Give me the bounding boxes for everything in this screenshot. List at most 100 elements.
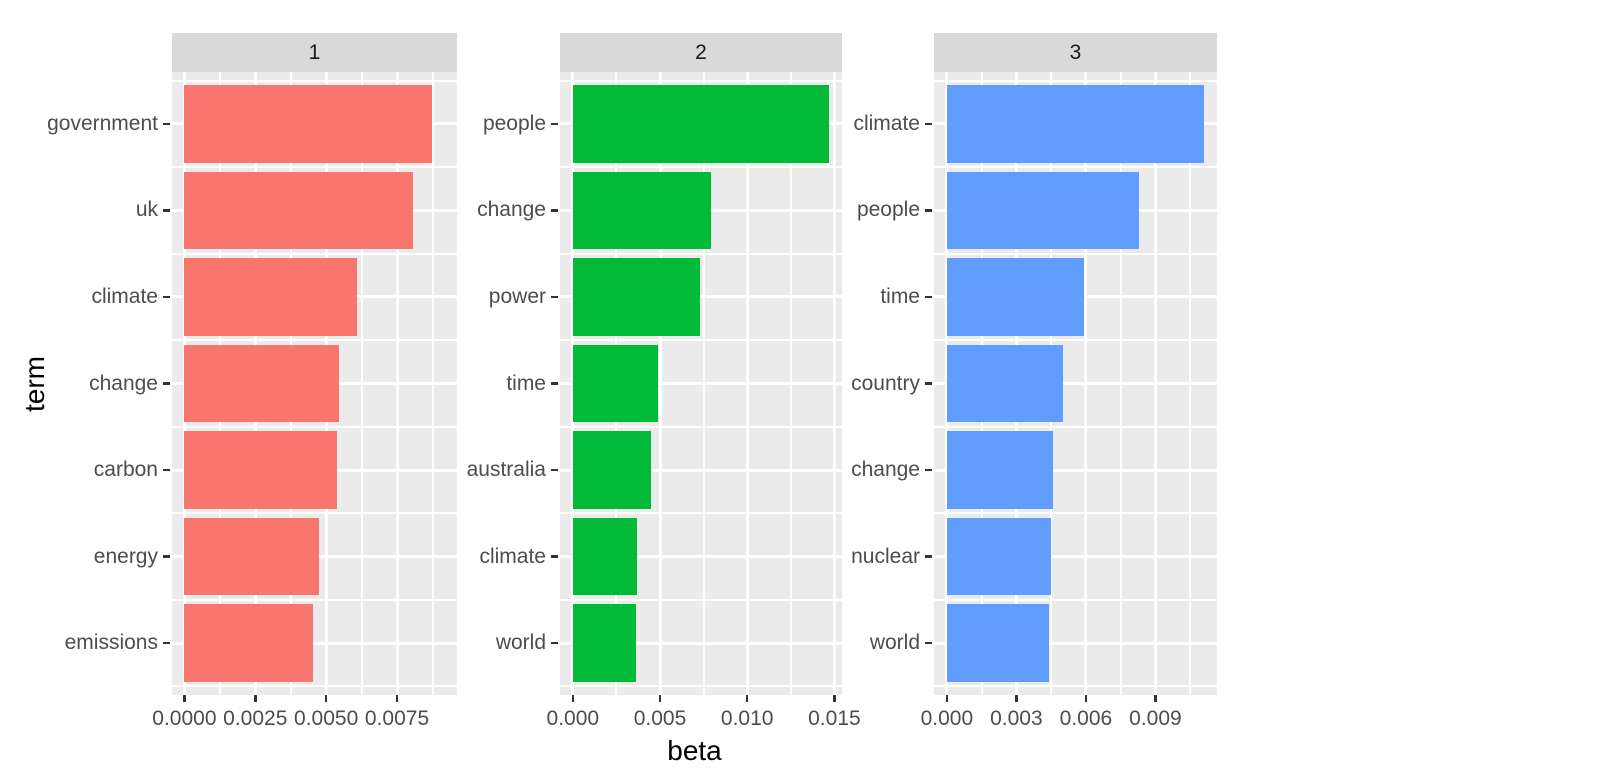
y-tick bbox=[925, 641, 932, 645]
grid-minor-y bbox=[560, 512, 842, 515]
bar-world bbox=[946, 604, 1049, 683]
bar-change bbox=[184, 344, 339, 423]
term-label: emissions bbox=[64, 631, 158, 655]
x-axis-title: beta bbox=[667, 735, 722, 766]
x-tick-label: 0.005 bbox=[633, 707, 687, 730]
y-tick bbox=[925, 122, 932, 126]
grid-minor-y bbox=[934, 339, 1217, 342]
y-tick bbox=[925, 468, 932, 472]
term-label: climate bbox=[853, 111, 920, 135]
bar-time bbox=[572, 344, 659, 423]
term-label: nuclear bbox=[851, 544, 920, 568]
bar-power bbox=[572, 258, 701, 336]
x-tick-label: 0.003 bbox=[990, 707, 1043, 730]
grid-minor-y bbox=[560, 598, 842, 601]
y-tick bbox=[551, 295, 558, 299]
bar-change bbox=[946, 431, 1054, 509]
y-tick bbox=[925, 382, 932, 385]
x-tick-label: 0.0025 bbox=[223, 707, 288, 730]
x-tick-label: 0.0000 bbox=[152, 707, 217, 730]
x-tick-label: 0.015 bbox=[808, 707, 861, 730]
bar-people bbox=[946, 171, 1140, 250]
grid-major-y bbox=[560, 382, 842, 385]
grid-major-x bbox=[658, 72, 662, 695]
x-tick bbox=[183, 695, 186, 702]
y-tick bbox=[551, 209, 558, 212]
y-tick bbox=[551, 382, 558, 385]
grid-minor-x bbox=[1119, 72, 1122, 695]
term-label: time bbox=[506, 371, 546, 395]
term-label: country bbox=[851, 371, 920, 395]
term-label: climate bbox=[91, 284, 158, 308]
bar-climate bbox=[572, 517, 638, 596]
bar-climate bbox=[946, 84, 1205, 163]
y-tick bbox=[163, 209, 170, 212]
term-label: energy bbox=[93, 544, 158, 568]
x-tick bbox=[254, 695, 257, 702]
grid-major-y bbox=[934, 555, 1217, 559]
bar-time bbox=[946, 258, 1084, 336]
x-tick bbox=[1015, 695, 1018, 702]
x-tick bbox=[324, 695, 328, 702]
x-tick-label: 0.009 bbox=[1129, 707, 1182, 730]
bar-government bbox=[184, 84, 433, 163]
y-tick bbox=[925, 555, 932, 558]
facet-strip: 2 bbox=[560, 33, 842, 72]
grid-minor-y bbox=[560, 166, 842, 169]
facet-panel bbox=[172, 72, 457, 695]
x-tick bbox=[1084, 695, 1088, 702]
grid-minor-x bbox=[431, 72, 434, 695]
y-tick bbox=[925, 209, 932, 212]
y-tick bbox=[163, 468, 170, 472]
facet-strip: 1 bbox=[172, 33, 457, 72]
grid-major-y bbox=[934, 468, 1217, 472]
term-label: people bbox=[856, 198, 920, 222]
grid-minor-y bbox=[934, 512, 1217, 515]
bar-uk bbox=[184, 171, 413, 250]
grid-major-x bbox=[395, 72, 399, 695]
y-tick bbox=[551, 641, 558, 645]
grid-minor-y bbox=[560, 79, 842, 82]
x-tick-label: 0.0075 bbox=[364, 707, 430, 730]
x-tick bbox=[658, 695, 662, 702]
term-label: carbon bbox=[93, 458, 158, 482]
y-tick bbox=[163, 641, 170, 645]
grid-minor-x bbox=[789, 72, 792, 695]
grid-minor-y bbox=[172, 166, 457, 169]
grid-minor-y bbox=[560, 339, 842, 342]
term-label: world bbox=[869, 631, 920, 655]
grid-minor-x bbox=[702, 72, 705, 695]
grid-minor-y bbox=[560, 685, 842, 688]
y-tick bbox=[163, 382, 170, 385]
term-label: power bbox=[488, 284, 546, 308]
x-tick-label: 0.000 bbox=[546, 707, 600, 730]
facet-strip-label: 1 bbox=[308, 40, 321, 64]
grid-minor-y bbox=[172, 598, 457, 601]
term-label: climate bbox=[479, 544, 546, 568]
bar-change bbox=[572, 171, 711, 250]
term-label: world bbox=[495, 631, 546, 655]
grid-minor-y bbox=[934, 598, 1217, 601]
facet-strip-label: 2 bbox=[695, 40, 707, 64]
grid-minor-y bbox=[934, 425, 1217, 428]
bar-nuclear bbox=[946, 517, 1052, 596]
term-label: change bbox=[851, 458, 920, 482]
grid-major-x bbox=[1153, 72, 1157, 695]
grid-minor-x bbox=[360, 72, 363, 695]
grid-major-y bbox=[934, 382, 1217, 385]
bar-energy bbox=[184, 517, 319, 596]
grid-minor-y bbox=[172, 425, 457, 428]
grid-minor-y bbox=[934, 252, 1217, 255]
y-tick bbox=[925, 295, 932, 299]
y-tick bbox=[551, 555, 558, 558]
bar-country bbox=[946, 344, 1063, 423]
grid-minor-y bbox=[172, 252, 457, 255]
grid-major-y bbox=[934, 641, 1217, 645]
x-tick bbox=[1154, 695, 1157, 702]
bar-carbon bbox=[184, 431, 338, 509]
y-tick bbox=[163, 295, 170, 299]
term-label: government bbox=[47, 111, 158, 135]
grid-major-y bbox=[560, 555, 842, 559]
x-tick bbox=[945, 695, 949, 702]
